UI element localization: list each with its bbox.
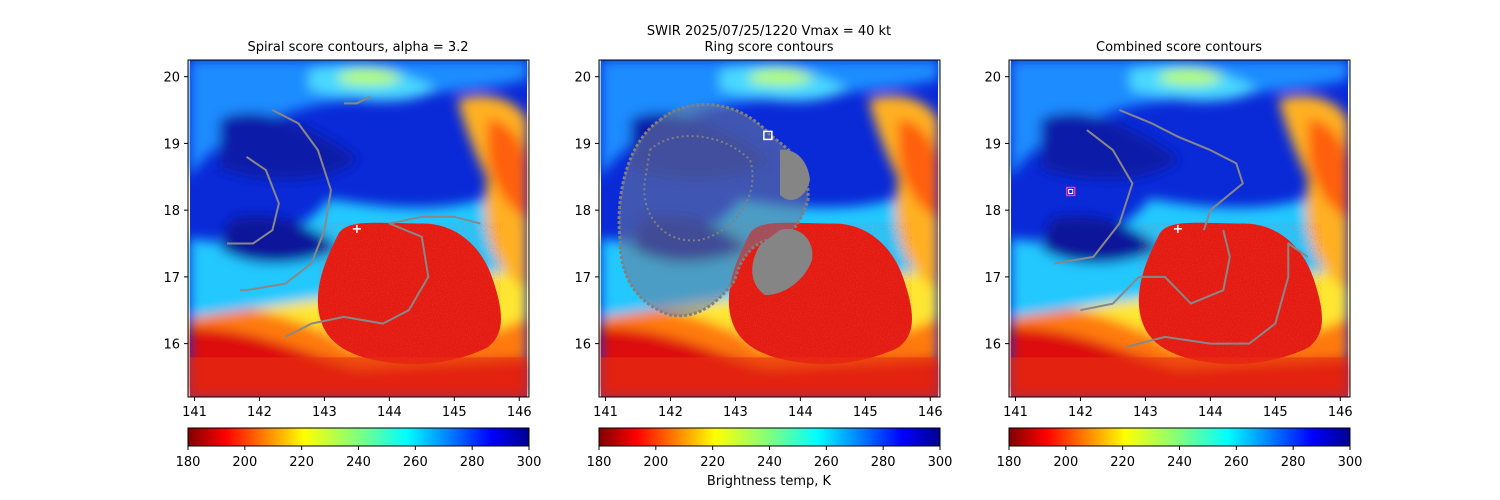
combined-contours bbox=[1054, 109, 1309, 348]
colorbar-label: Brightness temp, K bbox=[707, 474, 832, 489]
colorbar-tick-label: 280 bbox=[460, 455, 485, 470]
y-tick-label: 16 bbox=[574, 338, 591, 353]
contour-line bbox=[1080, 229, 1231, 312]
panel-combined: Combined score contours 141 142 143 144 145 1… bbox=[984, 40, 1352, 420]
y-tick-label: 16 bbox=[984, 338, 1001, 353]
x-tick-label: 145 bbox=[853, 405, 878, 420]
y-tick-label: 17 bbox=[574, 271, 591, 286]
markers bbox=[1065, 186, 1182, 233]
colorbar-2: 180 200 220 240 260 280 300 Brightness temp, K bbox=[587, 427, 953, 489]
x-tick-label: 142 bbox=[247, 405, 272, 420]
colorbar-tick-label: 200 bbox=[1053, 455, 1078, 470]
colorbar-tick-label: 180 bbox=[176, 455, 201, 470]
colorbar-tick-label: 300 bbox=[1338, 455, 1363, 470]
x-tick-label: 145 bbox=[442, 405, 467, 420]
contour-line bbox=[1054, 129, 1134, 265]
x-tick-label: 141 bbox=[593, 405, 618, 420]
colorbar-tick-label: 260 bbox=[1224, 455, 1249, 470]
colorbar-tick-label: 240 bbox=[346, 455, 371, 470]
plot-frame bbox=[598, 59, 941, 398]
contour-line bbox=[343, 95, 371, 105]
best-marker-inner bbox=[1068, 188, 1074, 194]
contour-line bbox=[240, 109, 332, 292]
colorbar-tick-label: 260 bbox=[403, 455, 428, 470]
panel-spiral: Spiral score contours, alpha = 3.2 141 14… bbox=[163, 40, 531, 420]
colorbar-tick-label: 180 bbox=[997, 455, 1022, 470]
colorbar-3: 180 200 220 240 260 280 300 bbox=[997, 427, 1363, 470]
colorbar-tick-label: 280 bbox=[871, 455, 896, 470]
y-tick-label: 17 bbox=[163, 271, 180, 286]
x-tick-label: 141 bbox=[182, 405, 207, 420]
colorbar-tick-label: 220 bbox=[289, 455, 314, 470]
plot-frame bbox=[1008, 59, 1351, 398]
colorbar-tick-label: 260 bbox=[814, 455, 839, 470]
x-tick-label: 143 bbox=[723, 405, 748, 420]
colorbar-tick-label: 240 bbox=[1167, 455, 1192, 470]
axes: 141 142 143 144 145 146 16 17 18 19 20 bbox=[984, 71, 1352, 420]
x-tick-label: 146 bbox=[918, 405, 943, 420]
y-tick-label: 18 bbox=[984, 204, 1001, 219]
x-tick-label: 141 bbox=[1003, 405, 1028, 420]
x-tick-label: 143 bbox=[1133, 405, 1158, 420]
colorbar-tick-label: 280 bbox=[1281, 455, 1306, 470]
best-marker bbox=[1065, 186, 1076, 197]
center-marker bbox=[763, 130, 773, 141]
x-tick-label: 142 bbox=[1068, 405, 1093, 420]
y-tick-label: 17 bbox=[984, 271, 1001, 286]
colorbar-tick-label: 220 bbox=[700, 455, 725, 470]
colorbar-tick-label: 300 bbox=[517, 455, 542, 470]
colorbar-ticks: 180 200 220 240 260 280 300 bbox=[587, 446, 953, 470]
markers bbox=[352, 224, 361, 233]
y-tick-label: 20 bbox=[984, 71, 1001, 86]
spiral-contours bbox=[227, 95, 481, 338]
contour-line bbox=[227, 155, 280, 245]
x-tick-label: 144 bbox=[788, 405, 813, 420]
y-tick-label: 19 bbox=[984, 137, 1001, 152]
panel-ring: Ring score contours 141 142 143 144 145 146 16… bbox=[574, 40, 942, 420]
center-marker bbox=[352, 224, 361, 233]
colorbar-tick-label: 200 bbox=[643, 455, 668, 470]
y-tick-label: 20 bbox=[163, 71, 180, 86]
panel-title: Spiral score contours, alpha = 3.2 bbox=[247, 40, 468, 55]
colorbar-tick-label: 300 bbox=[928, 455, 953, 470]
y-tick-label: 16 bbox=[163, 338, 180, 353]
contour-line bbox=[1125, 242, 1309, 348]
x-tick-label: 145 bbox=[1263, 405, 1288, 420]
y-tick-label: 20 bbox=[574, 71, 591, 86]
contour-line bbox=[1119, 109, 1244, 231]
panel-title: Combined score contours bbox=[1096, 40, 1262, 55]
colorbar-tick-label: 200 bbox=[232, 455, 257, 470]
ring-contour-region bbox=[617, 102, 813, 318]
x-tick-label: 143 bbox=[312, 405, 337, 420]
y-tick-label: 18 bbox=[163, 204, 180, 219]
y-tick-label: 19 bbox=[574, 137, 591, 152]
colorbar-ticks: 180 200 220 240 260 280 300 bbox=[997, 446, 1363, 470]
plot-frame bbox=[187, 59, 530, 398]
axes: 141 142 143 144 145 146 16 17 18 19 20 bbox=[163, 71, 531, 420]
x-tick-label: 146 bbox=[507, 405, 532, 420]
colorbar-tick-label: 180 bbox=[587, 455, 612, 470]
x-tick-label: 144 bbox=[1198, 405, 1223, 420]
colorbar-tick-label: 240 bbox=[757, 455, 782, 470]
markers bbox=[763, 130, 773, 141]
colorbar-ticks: 180 200 220 240 260 280 300 bbox=[176, 446, 542, 470]
axes: 141 142 143 144 145 146 16 17 18 19 20 bbox=[574, 71, 942, 420]
colorbar-1: 180 200 220 240 260 280 300 bbox=[176, 427, 542, 470]
center-marker bbox=[1173, 224, 1182, 233]
panel-title: Ring score contours bbox=[704, 40, 833, 55]
y-tick-label: 18 bbox=[574, 204, 591, 219]
x-tick-label: 142 bbox=[658, 405, 683, 420]
x-tick-label: 144 bbox=[377, 405, 402, 420]
x-tick-label: 146 bbox=[1328, 405, 1353, 420]
contour-line bbox=[284, 215, 481, 338]
y-tick-label: 19 bbox=[163, 137, 180, 152]
figure-suptitle: SWIR 2025/07/25/1220 Vmax = 40 kt bbox=[647, 24, 891, 39]
colorbar-tick-label: 220 bbox=[1110, 455, 1135, 470]
